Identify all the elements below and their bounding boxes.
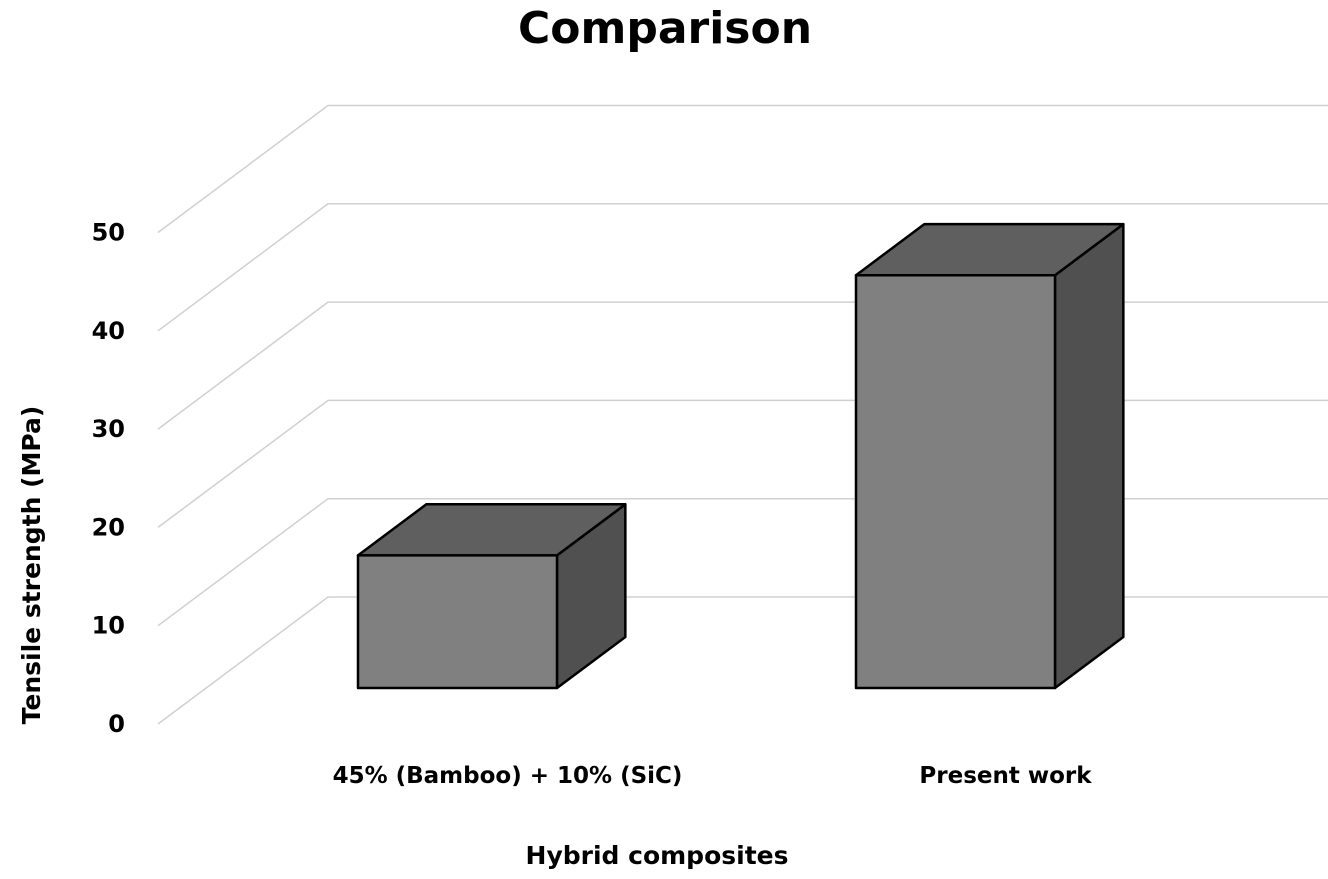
category-label: 45% (Bamboo) + 10% (SiC): [333, 763, 683, 789]
gridline: [157, 104, 1328, 234]
gridline: [157, 399, 1328, 529]
y-tick-label: 20: [92, 513, 125, 541]
y-tick-labels: 0 10 20 30 40 50: [92, 219, 125, 739]
y-tick-label: 40: [92, 317, 125, 345]
y-axis-label: Tensile strength (MPa): [17, 406, 46, 725]
gridline: [157, 596, 1328, 725]
y-tick-label: 10: [92, 612, 125, 640]
bars: [356, 222, 1125, 690]
bar-front: [854, 273, 1057, 690]
gridline: [157, 203, 1328, 332]
y-tick-label: 30: [92, 415, 125, 443]
bar: [854, 222, 1125, 690]
category-labels: 45% (Bamboo) + 10% (SiC) Present work: [333, 763, 1093, 789]
bar: [356, 503, 627, 690]
bar-front: [356, 554, 559, 690]
gridline: [157, 497, 1328, 627]
gridlines: [157, 104, 1328, 725]
gridline: [157, 301, 1328, 430]
category-label: Present work: [919, 763, 1092, 789]
y-tick-label: 0: [108, 710, 125, 738]
chart-title: Comparison: [518, 3, 812, 54]
bar-side: [1053, 222, 1125, 690]
y-tick-label: 50: [92, 219, 125, 247]
x-axis-label: Hybrid composites: [526, 841, 789, 870]
